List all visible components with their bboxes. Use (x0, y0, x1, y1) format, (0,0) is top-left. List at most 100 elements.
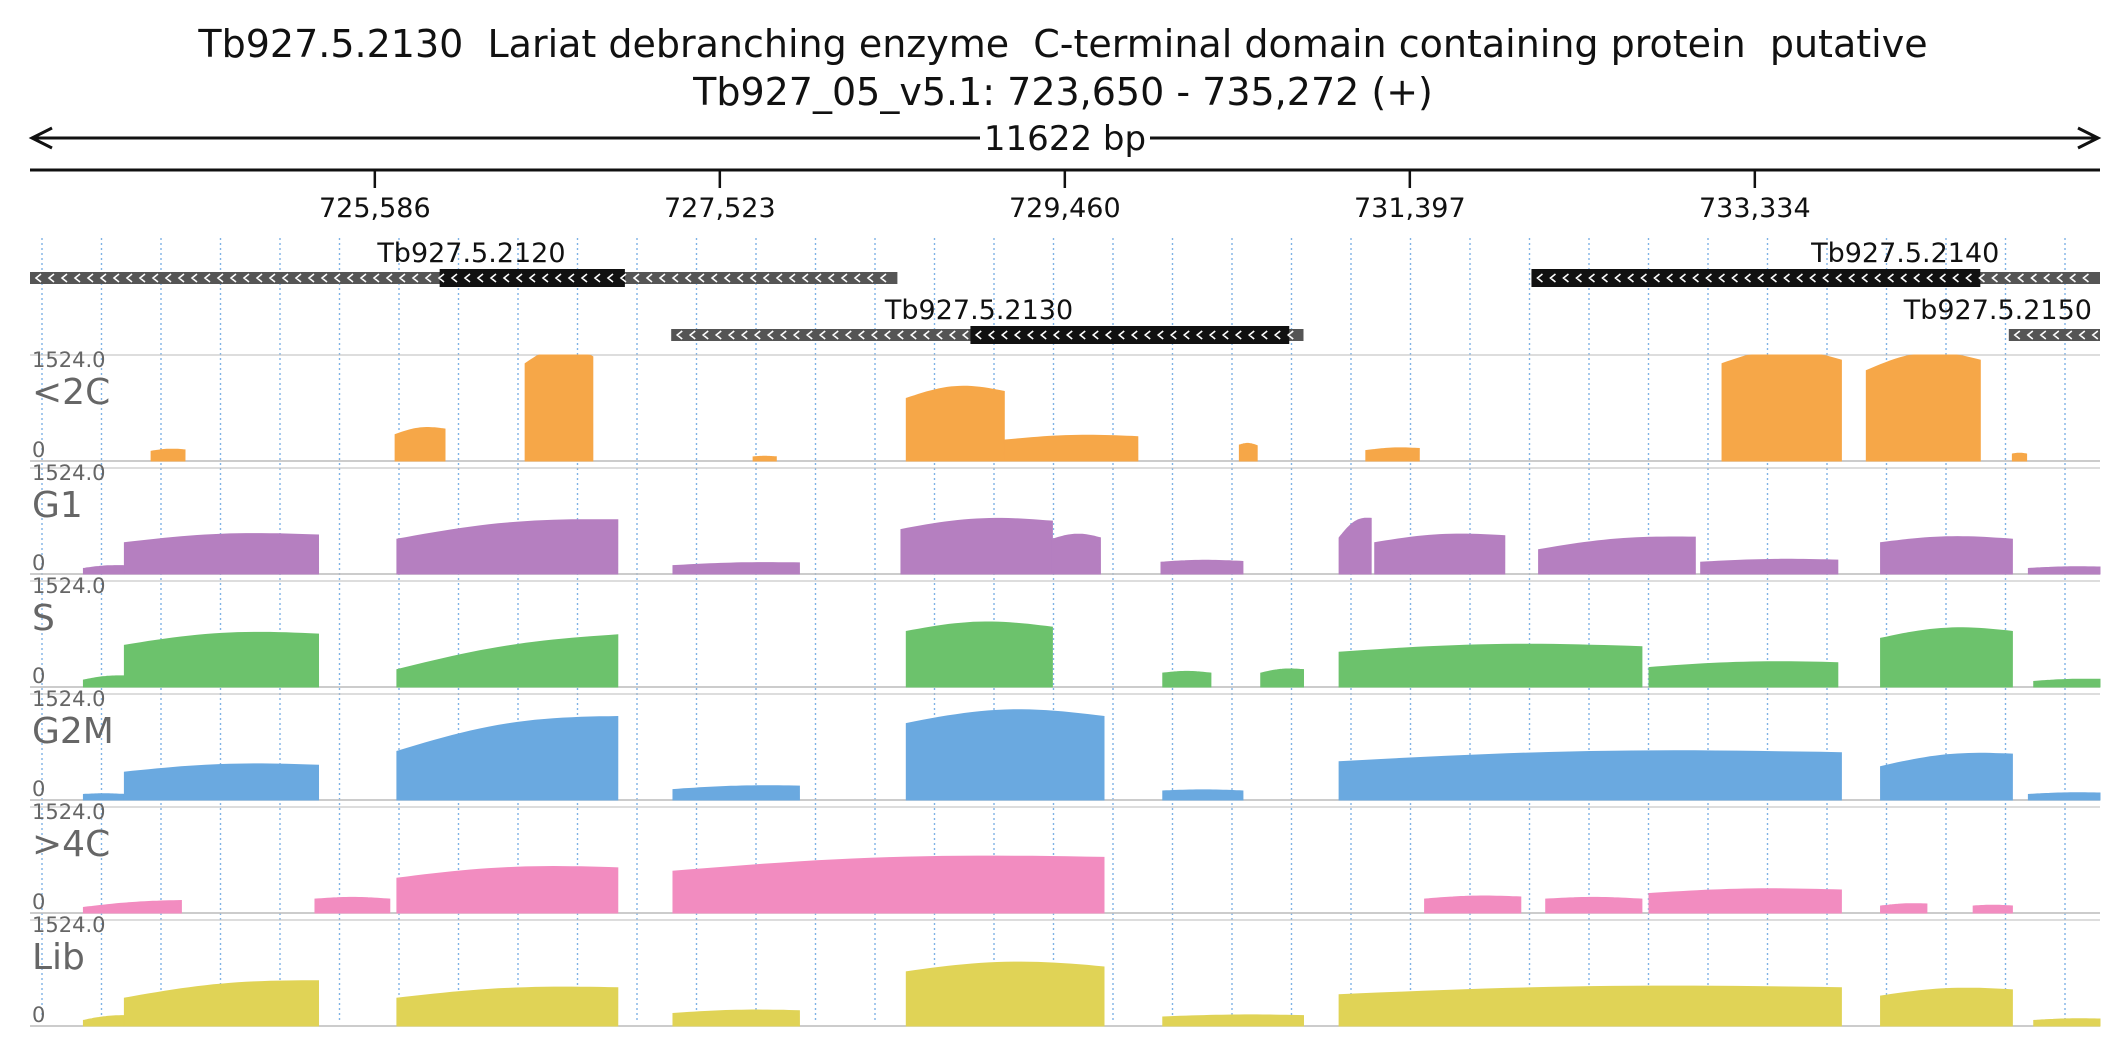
arrow-right-icon (2077, 126, 2102, 150)
track-name-label: Lib (32, 937, 85, 978)
coverage-segment (123, 533, 320, 575)
coverage-segment (396, 715, 619, 801)
ruler-tick-label: 729,460 (1009, 193, 1121, 224)
coverage-segment (1338, 643, 1643, 688)
coverage-segment (1545, 896, 1643, 914)
track-max-label: 1524.0 (32, 461, 105, 485)
coverage-segment (314, 896, 391, 914)
coverage-track-4 (30, 806, 2100, 914)
coverage-segment (2011, 452, 2028, 462)
coverage-segment (1648, 661, 1839, 688)
coverage-segment (2027, 566, 2101, 575)
coverage-segment (82, 565, 125, 575)
gene-Tb927-5-2120 (30, 269, 898, 287)
coverage-track-0 (30, 354, 2100, 462)
arrow-left-icon (28, 126, 53, 150)
coverage-segment (82, 675, 125, 688)
coverage-segment (82, 793, 125, 801)
coverage-segment (1365, 447, 1420, 462)
gene-label: Tb927.5.2150 (1903, 295, 2092, 326)
track-max-label: 1524.0 (32, 913, 105, 937)
coverage-segment (394, 427, 446, 462)
coverage-segment (1338, 517, 1372, 575)
coverage-segment (524, 354, 594, 462)
track-min-label: 0 (32, 438, 45, 462)
ruler-tick-label: 731,397 (1354, 193, 1466, 224)
coverage-segment (1374, 533, 1506, 575)
coverage-segment (150, 448, 186, 462)
track-min-label: 0 (32, 777, 45, 801)
track-min-label: 0 (32, 664, 45, 688)
coverage-segment (905, 621, 1053, 688)
coverage-segment (900, 517, 1053, 575)
coverage-segment (1538, 536, 1696, 575)
ruler-tick-label: 727,523 (664, 193, 776, 224)
coverage-segment (396, 634, 619, 688)
coverage-segment (1880, 903, 1928, 914)
track-name-label: >4C (32, 824, 110, 865)
coverage-segment (1880, 987, 2013, 1027)
strand-chevron-icon (675, 330, 1294, 340)
gene-label: Tb927.5.2120 (376, 238, 565, 269)
strand-chevron-icon (2013, 330, 2099, 340)
gene-label: Tb927.5.2140 (1810, 238, 1999, 269)
coverage-segment (2033, 678, 2101, 688)
coverage-segment (123, 631, 320, 688)
coverage-segment (1338, 750, 1842, 801)
coverage-segment (752, 455, 777, 462)
coverage-track-3 (30, 693, 2101, 801)
coverage-segment (1260, 668, 1305, 688)
coverage-segment (1648, 888, 1842, 914)
track-max-label: 1524.0 (32, 574, 105, 598)
gene-cds-bar (439, 269, 625, 287)
gene-Tb927-5-2150 (2008, 329, 2100, 341)
coverage-track-5 (30, 919, 2101, 1027)
span-length-label: 11622 bp (984, 119, 1146, 159)
coverage-track-2 (30, 580, 2101, 688)
coverage-segment (396, 865, 619, 914)
ruler-tick-label: 725,586 (319, 193, 431, 224)
track-min-label: 0 (32, 1003, 45, 1027)
coverage-segment (905, 961, 1105, 1027)
coverage-segment (396, 986, 619, 1027)
coverage-segment (82, 1015, 125, 1027)
coverage-segment (1880, 536, 2013, 575)
coverage-segment (2027, 792, 2101, 801)
gene-label: Tb927.5.2130 (884, 295, 1073, 326)
coverage-segment (1162, 789, 1244, 801)
coverage-track-1 (30, 467, 2101, 575)
coverage-segment (1721, 354, 1842, 462)
track-max-label: 1524.0 (32, 348, 105, 372)
track-min-label: 0 (32, 890, 45, 914)
coverage-segment (1160, 559, 1244, 575)
gene-cds-bar (1531, 269, 1981, 287)
ruler-tick-label: 733,334 (1699, 193, 1811, 224)
coverage-segment (396, 519, 619, 575)
coverage-segment (672, 562, 800, 575)
coverage-segment (123, 980, 320, 1027)
gene-Tb927-5-2130 (671, 326, 1304, 344)
coverage-segment (82, 899, 182, 914)
coverage-segment (1162, 1014, 1305, 1027)
track-max-label: 1524.0 (32, 687, 105, 711)
coverage-segment (1880, 627, 2013, 688)
track-name-label: S (32, 598, 55, 639)
coverage-segment (1972, 904, 2013, 914)
feature-location: Tb927_05_v5.1: 723,650 - 735,272 (+) (693, 70, 1433, 114)
track-name-label: G2M (32, 711, 114, 752)
coverage-segment (1338, 985, 1842, 1027)
coverage-segment (672, 855, 1105, 914)
coverage-segment (1003, 434, 1139, 462)
coverage-segment (123, 763, 320, 801)
coverage-segment (1880, 752, 2013, 801)
coverage-segment (905, 709, 1105, 801)
track-max-label: 1524.0 (32, 800, 105, 824)
track-name-label: <2C (32, 372, 110, 413)
coverage-segment (1162, 670, 1212, 688)
feature-title: Tb927.5.2130 Lariat debranching enzyme C… (198, 22, 1928, 66)
coverage-segment (1700, 558, 1839, 575)
gene-cds-bar (970, 326, 1290, 344)
track-name-label: G1 (32, 485, 83, 526)
